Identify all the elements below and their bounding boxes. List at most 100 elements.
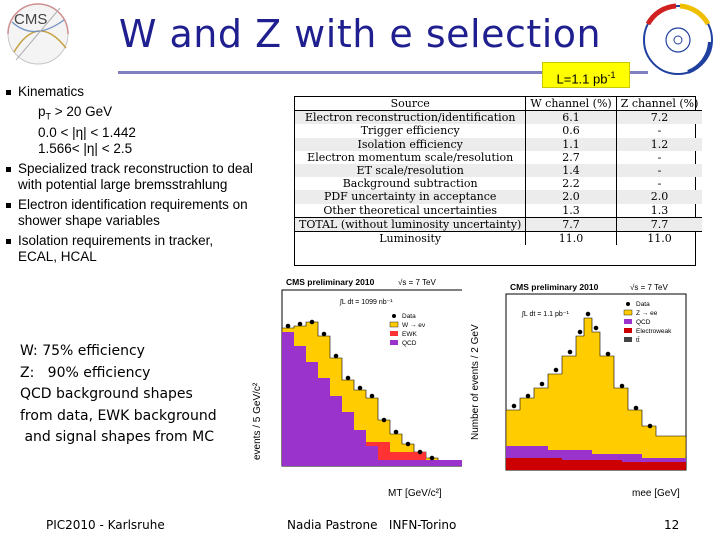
luminosity-badge: L=1.1 pb-1 [542,62,630,88]
table-cell: 2.2 [525,177,617,191]
table-cell: Luminosity [295,230,526,246]
data-points [511,311,653,429]
plot-lumi: ∫L dt = 1099 nb⁻¹ [339,299,393,306]
cms-logo-text: CMS [14,11,47,28]
bullet-item: Isolation requirements in tracker, ECAL,… [4,233,254,265]
table-cell: 1.3 [615,203,703,218]
plot-energy: √s = 7 TeV [630,283,668,292]
legend: ∫L dt = 1099 nb⁻¹ Data W → eν EWK QCD [339,299,425,347]
bullet-text: Isolation requirements in tracker, ECAL,… [18,232,214,264]
table-cell: Isolation efficiency [295,137,526,151]
table-cell: 11.0 [525,230,617,246]
w-transverse-mass-plot: CMS preliminary 2010 √s = 7 TeV events /… [248,270,470,500]
plot-xlabel: MT [GeV/c²] [388,488,442,499]
footer-conference: PIC2010 - Karlsruhe [46,518,165,532]
slide-title: W and Z with e selection [118,12,602,56]
table-cell: 0.6 [525,124,617,138]
table-cell: Other theoretical uncertainties [323,203,497,217]
plot-xlabel: mee [GeV] [632,488,680,499]
title-divider [118,71,648,74]
sub-bullet: pT > 20 GeV [38,104,113,122]
table-cell: 2.7 [525,150,617,164]
bullet-item: Electron identification requirements on … [4,197,254,229]
legend-label: W → eν [402,322,425,329]
luminosity-exponent: -1 [607,70,616,80]
table-cell: - [615,150,703,164]
legend-label: QCD [402,340,417,347]
bullet-item: Specialized track reconstruction to deal… [4,161,254,193]
table-row: Other theoretical uncertainties 1.3 1.3 [295,203,703,218]
table-cell: 2.0 [525,190,617,204]
table-row: ET scale/resolution 1.4- [295,163,703,178]
systematics-table: Source W channel (%) Z channel (%) Elect… [294,96,703,266]
legend-label: EWK [402,331,417,338]
table-row: Electron reconstruction/identification 6.… [295,110,703,125]
table-cell: - [615,177,703,191]
note-line: from data, EWK background [20,407,217,424]
table-row-total: TOTAL (without luminosity uncertainty) 7.… [295,216,703,232]
table-cell: - [615,124,703,138]
bullet-text: Specialized track reconstruction to deal… [18,160,253,192]
legend-label: QCD [636,319,651,326]
plot-ylabel: events / 5 GeV/c² [252,382,263,460]
table-cell: Electron momentum scale/resolution [307,150,514,164]
table-cell: - [615,163,703,178]
conference-logo [636,2,720,82]
note-line: and signal shapes from MC [20,429,214,445]
bullet-text: Electron identification requirements on … [18,196,248,228]
column-header: W channel (%) [525,97,617,112]
table-cell: TOTAL (without luminosity uncertainty) [295,216,526,232]
table-cell: Trigger efficiency [360,124,460,138]
legend-label: Data [636,301,650,308]
legend: ∫L dt = 1.1 pb⁻¹ Data Z → ee QCD Electro… [521,301,672,344]
efficiency-notes: W: 75% efficiency Z: 90% efficiency QCD … [20,341,217,449]
table-cell: 2.0 [615,190,703,204]
table-cell: 1.2 [615,137,703,151]
table-row: PDF uncertainty in acceptance 2.0 2.0 [295,190,703,204]
plot-ylabel: Number of events / 2 GeV [470,324,481,440]
table-cell: 1.4 [525,163,617,178]
sub-bullet: 1.566< |η| < 2.5 [38,140,133,156]
signal-area [505,317,687,471]
table-cell: PDF uncertainty in acceptance [295,190,526,204]
table-cell: Electron reconstruction/identification [295,110,526,125]
plot-lumi: ∫L dt = 1.1 pb⁻¹ [521,311,569,318]
bullet-item: Kinematics [4,84,254,100]
table-cell: 1.3 [525,203,617,218]
table-row: Trigger efficiency 0.6- [295,124,703,138]
table-cell: 11.0 [615,230,703,246]
cms-logo: CMS [4,2,76,66]
table-cell: 6.1 [525,110,617,125]
data-points [285,319,435,461]
note-line: W: 75% efficiency [20,343,145,359]
table-cell: 1.1 [525,137,617,151]
luminosity-label: L=1.1 pb [556,71,608,87]
table-cell: 7.2 [615,110,703,125]
legend-label: Electroweak [636,328,672,335]
page-number: 12 [664,518,680,532]
column-header: Source [295,97,526,112]
note-line: QCD background shapes [20,386,193,402]
column-header: Z channel (%) [615,97,703,112]
plot-energy: √s = 7 TeV [398,278,436,287]
sub-bullet: 0.0 < |η| < 1.442 [38,124,136,140]
footer-author: Nadia Pastrone INFN-Torino [287,518,457,532]
z-invariant-mass-plot: CMS preliminary 2010 √s = 7 TeV Number o… [462,270,692,500]
plot-header: CMS preliminary 2010 [286,277,375,287]
table-cell: Background subtraction [342,177,478,191]
table-cell: 7.7 [525,216,617,232]
legend-label: tt̄ [636,336,640,344]
table-cell: 7.7 [615,216,703,232]
table-row: Isolation efficiency 1.1 1.2 [295,137,703,151]
table-row: Electron momentum scale/resolution 2.7- [295,150,703,164]
bullet-text: Kinematics [18,84,85,99]
table-row-luminosity: Luminosity 11.0 11.0 [295,230,703,246]
legend-label: Z → ee [636,310,658,317]
plot-header: CMS preliminary 2010 [510,282,599,292]
note-line: Z: 90% efficiency [20,364,151,381]
qcd-area [282,332,464,466]
ewk-area [506,458,686,470]
table-cell: ET scale/resolution [295,163,526,178]
table-row: Background subtraction 2.2- [295,177,703,191]
legend-label: Data [402,313,416,320]
